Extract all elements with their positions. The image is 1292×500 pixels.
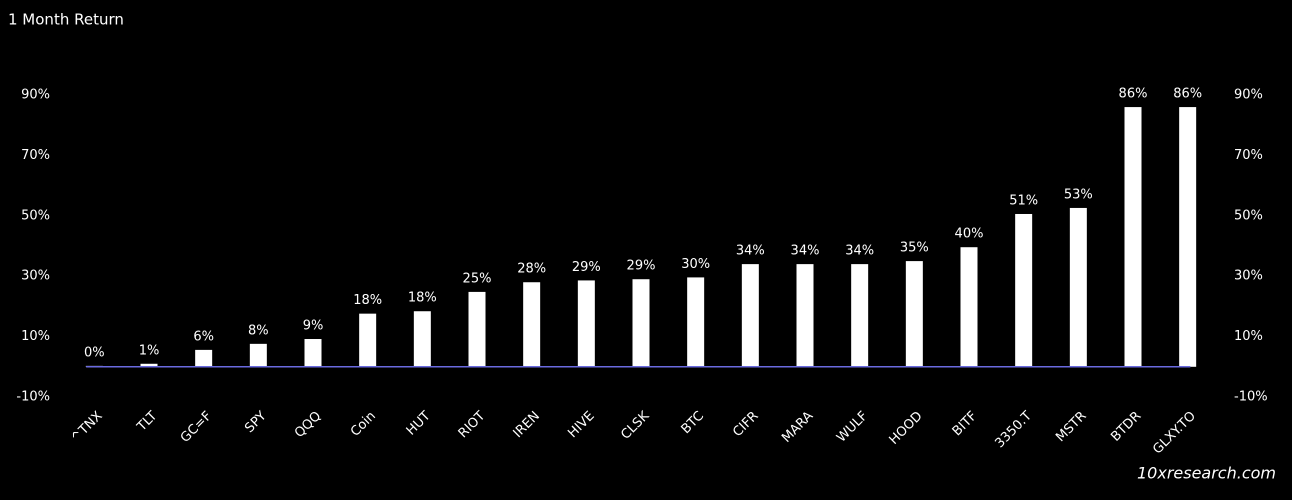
x-tick-label: GC=F [178,409,215,446]
x-tick-label: HIVE [565,409,597,441]
bar [741,264,759,367]
x-tick-label: TLT [134,409,160,435]
bar [687,277,705,367]
bar [1015,213,1033,367]
data-label: 29% [627,259,656,274]
y-tick-label: 50% [21,208,50,223]
x-tick-label: SPY [242,409,269,436]
y-tick-label: 30% [21,269,50,284]
data-label: 51% [1009,193,1038,208]
x-tick-label: CLSK [618,408,652,442]
x-tick-label: 3350.T [992,409,1035,452]
bar [905,261,923,367]
data-label: 40% [955,227,984,242]
x-tick-label: BTC [679,409,707,437]
x-tick-label: CIFR [730,409,761,440]
data-label: 25% [463,271,492,286]
x-tick-label: BTDR [1108,409,1144,445]
x-tick-label: ^TNX [69,409,106,446]
x-tick-label: GLXY.TO [1150,409,1199,458]
data-label: 34% [845,244,874,259]
data-label: 30% [681,257,710,272]
data-label: 8% [248,323,269,338]
watermark: 10xresearch.com [1137,464,1276,483]
x-tick-label: QQQ [292,409,324,441]
data-label: 18% [408,291,437,306]
bar [140,363,158,367]
bar [851,264,869,367]
x-tick-label: HOOD [887,409,926,448]
x-tick-label: MARA [779,409,816,446]
y-tick-label: 10% [21,329,50,344]
bar [796,264,814,367]
y-tick-label: -10% [16,390,50,405]
x-tick-label: IREN [511,409,543,441]
bar [195,349,213,367]
y2-tick-label: 10% [1234,329,1263,344]
bar [359,313,377,367]
y2-tick-label: 50% [1234,208,1263,223]
data-label: 35% [900,241,929,256]
data-label: 0% [84,345,105,360]
bar [632,279,650,367]
x-tick-label: BITF [950,409,981,440]
bar [249,343,267,367]
data-label: 6% [193,329,214,344]
data-label: 34% [791,244,820,259]
bar [1179,107,1197,367]
data-label: 1% [139,343,160,358]
y2-tick-label: 90% [1234,88,1263,103]
x-tick-label: MSTR [1053,409,1089,445]
bar [1124,107,1142,367]
y2-tick-label: 30% [1234,269,1263,284]
x-tick-label: RIOT [456,409,489,442]
y-tick-label: 90% [21,88,50,103]
data-label: 86% [1173,87,1202,102]
bar [413,311,431,367]
data-label: 53% [1064,187,1093,202]
x-tick-label: Coin [348,409,379,440]
y2-tick-label: 70% [1234,148,1263,163]
bar [304,339,322,367]
data-label: 18% [353,293,382,308]
x-tick-label: HUT [404,409,434,439]
chart-title: 1 Month Return [8,11,124,29]
x-tick-label: WULF [834,409,871,446]
bar [960,247,978,367]
y-tick-label: 70% [21,148,50,163]
data-label: 9% [303,319,324,334]
bar [468,291,486,367]
bar [523,282,541,367]
data-label: 34% [736,244,765,259]
y2-tick-label: -10% [1234,390,1268,405]
data-label: 29% [572,260,601,275]
bar [1069,207,1087,367]
data-label: 86% [1119,87,1148,102]
bar [577,280,595,367]
data-label: 28% [517,262,546,277]
